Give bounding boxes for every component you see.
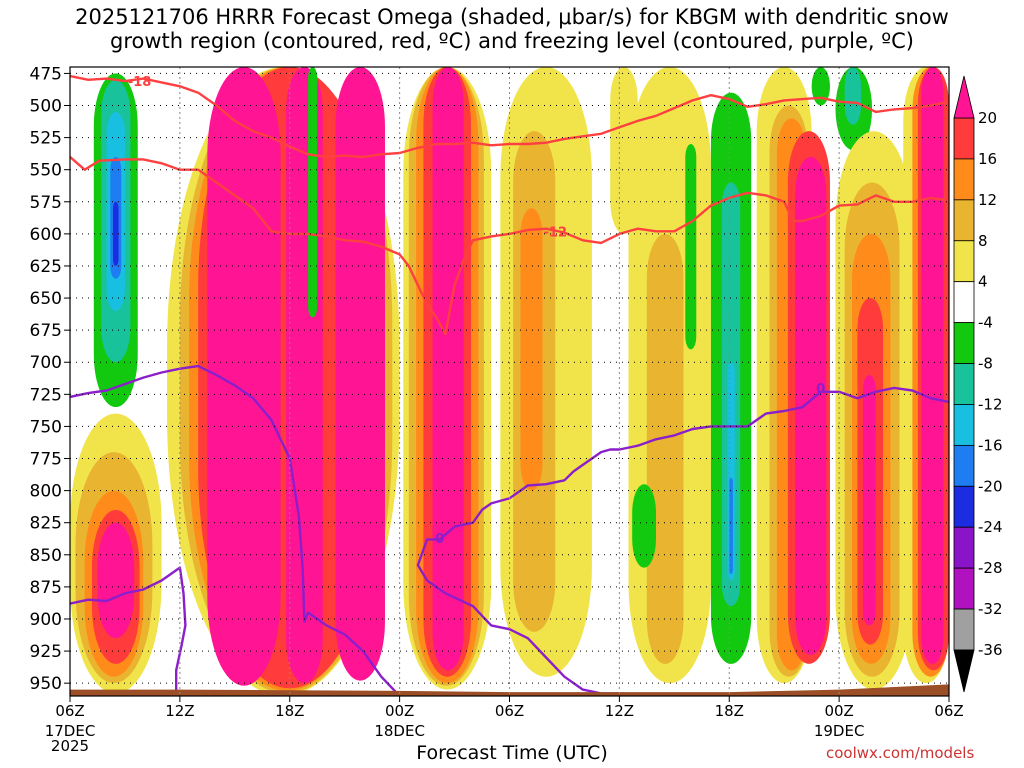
omega-region-16 [308,67,318,318]
colorbar-bin-3 [953,199,975,242]
omega-region-40 [811,67,830,106]
omega-region-51 [921,67,944,664]
omega-region-34 [729,477,733,575]
grid-lines [70,67,949,696]
y-tick-label-950: 950 [30,674,62,694]
date-label-0-line-1: 2025 [50,737,90,755]
y-tick-label-925: 925 [30,642,62,662]
colorbar-bin-7 [953,363,975,405]
y-tick-label-800: 800 [30,482,62,502]
contour-freezing-level-3 [416,386,949,582]
colorbar-bin-10 [953,485,975,528]
colorbar-label-1: 16 [978,150,997,168]
colorbar-label-2: 12 [978,191,997,209]
colorbar-bin-4 [953,240,975,283]
y-tick-label-525: 525 [30,129,62,149]
y-tick-label-650: 650 [30,289,62,309]
omega-region-9 [113,201,119,266]
colorbar-bin-6 [953,322,975,364]
y-tick-label-600: 600 [30,225,62,245]
date-label-1-line-0: 18DEC [374,722,425,740]
colorbar-bin-13 [953,608,975,651]
omega-region-30 [685,144,697,350]
colorbar-bin-1 [953,117,975,160]
x-tick-label-6: 12Z [165,702,194,720]
x-tick-label-48: 06Z [934,702,963,720]
colorbar: 20 16 12 8 4 -4 -8 -12 -16 -20 -24 -28 -32 -36 [953,75,1003,693]
colorbar-bin-11 [953,526,975,569]
x-tick-label-24: 06Z [495,702,524,720]
y-tick-label-700: 700 [30,353,62,373]
x-tick-label-12: 18Z [275,702,304,720]
colorbar-bin-8 [953,404,975,446]
contour-freezing-level [70,364,401,696]
omega-region-28 [646,233,684,664]
y-tick-label-550: 550 [30,161,62,181]
x-tick-label-0: 06Z [55,702,84,720]
colorbar-label-4: 4 [978,273,988,291]
colorbar-bin-2 [953,158,975,201]
axes: 475 500 525 550 575 600 625 650 675 700 725 750 775 8… [30,64,964,720]
colorbar-label-8: -16 [978,436,1003,454]
contour-label-dgz-minus18: -18 [128,75,152,90]
chart-title-line1: 2025121706 HRRR Forecast Omega (shaded, … [75,5,949,29]
plot-frame [69,66,950,697]
colorbar-top-arrow [953,75,975,119]
contour-freezing-level-2 [70,566,187,696]
colorbar-bin-12 [953,567,975,610]
y-tick-label-500: 500 [30,97,62,117]
y-tick-label-725: 725 [30,385,62,405]
colorbar-label-7: -12 [978,395,1003,413]
colorbar-label-3: 8 [978,232,988,250]
date-label-2-line-0: 19DEC [813,722,865,740]
omega-region-29 [632,484,656,568]
colorbar-label-5: -4 [978,314,993,332]
y-tick-label-900: 900 [30,610,62,630]
x-tick-label-36: 18Z [715,702,744,720]
colorbar-label-10: -24 [978,518,1003,536]
y-tick-label-850: 850 [30,546,62,566]
colorbar-label-13: -36 [978,641,1003,659]
omega-region-25 [520,208,543,491]
contour-label-dgz-minus12: -12 [544,225,568,240]
colorbar-label-0: 20 [978,109,997,127]
colorbar-label-11: -28 [978,559,1003,577]
omega-region-22 [432,67,464,671]
y-tick-label-875: 875 [30,578,62,598]
y-tick-label-575: 575 [30,193,62,213]
x-tick-label-42: 00Z [824,702,853,720]
colorbar-label-6: -8 [978,355,993,373]
omega-region-39 [795,156,827,655]
date-label-0: 17DEC 2025 [30,724,110,754]
omega-region-42 [844,67,862,125]
y-tick-label-825: 825 [30,514,62,534]
colorbar-bottom-arrow [953,649,975,693]
omega-region-17 [335,67,385,681]
colorbar-label-9: -20 [978,477,1003,495]
contour-dgz-minus12 [70,155,949,336]
y-tick-label-775: 775 [30,450,62,470]
colorbar-bin-9 [953,444,975,487]
y-tick-label-475: 475 [30,64,62,84]
omega-shading [70,67,949,696]
omega-region-47 [862,375,876,626]
x-tick-label-30: 12Z [605,702,634,720]
x-axis-label: Forecast Time (UTC) [416,742,608,764]
contour-label-freezing-level-3: 0 [435,532,444,547]
y-tick-label-675: 675 [30,321,62,341]
chart-title-line2: growth region (contoured, red, ºC) and f… [110,29,914,53]
date-label-1: 18DEC [360,724,440,739]
y-tick-label-625: 625 [30,257,62,277]
omega-region-4 [97,522,135,639]
credit-text: coolwx.com/models [826,744,975,762]
contour-label-freezing-level: 0 [816,382,825,397]
date-label-0-line-0: 17DEC [44,722,96,740]
colorbar-label-12: -32 [978,600,1003,618]
colorbar-bin-5 [953,281,975,324]
y-tick-label-750: 750 [30,417,62,437]
date-label-2: 19DEC [799,724,879,739]
x-tick-label-18: 00Z [385,702,414,720]
